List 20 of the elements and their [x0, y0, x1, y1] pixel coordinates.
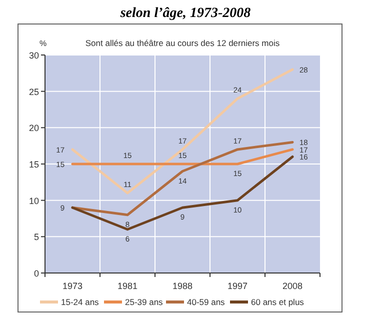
y-tick-label: 15	[28, 160, 39, 170]
y-tick-label: 10	[28, 196, 39, 206]
legend-label: 60 ans et plus	[251, 297, 304, 307]
legend-label: 40-59 ans	[187, 297, 225, 307]
y-tick-label: 30	[28, 50, 39, 60]
y-tick-label: 20	[28, 123, 39, 134]
x-tick-label: 1973	[62, 281, 83, 291]
chart-subtitle: Sont allés au théâtre au cours des 12 derniers mois	[85, 38, 280, 48]
x-tick-label: 1997	[227, 281, 248, 291]
y-tick-label: 0	[34, 268, 39, 278]
chart-title: selon l’âge, 1973-2008	[119, 6, 251, 21]
y-tick-label: 25	[28, 86, 39, 97]
line-series	[71, 68, 294, 194]
y-axis-title: %	[39, 39, 47, 48]
x-tick-label: 1981	[117, 281, 138, 291]
legend-label: 15-24 ans	[61, 297, 99, 307]
x-tick-label: 2008	[282, 281, 303, 291]
y-tick-label: 5	[34, 232, 39, 242]
x-tick-label: 1988	[172, 281, 193, 291]
legend-label: 25-39 ans	[125, 297, 163, 307]
